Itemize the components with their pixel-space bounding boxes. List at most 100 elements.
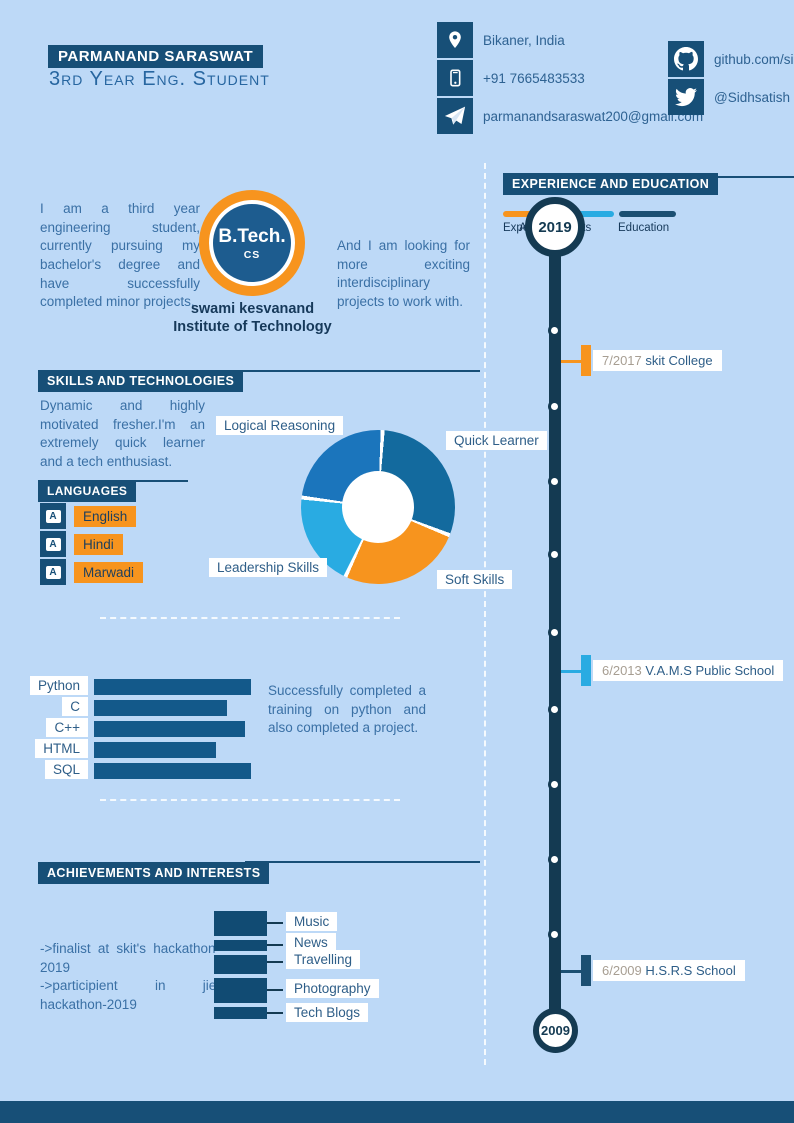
translate-icon	[40, 531, 66, 557]
timeline-marker	[581, 655, 591, 686]
interest-label-photography: Photography	[286, 979, 379, 998]
institute-name: swami kesvanand Institute of Technology	[160, 300, 345, 336]
bar-label-c: C	[62, 697, 88, 716]
separator-dashed	[100, 617, 400, 619]
timeline-connector	[561, 360, 583, 363]
btech-logo: B.Tech. CS	[209, 200, 295, 286]
timeline-dot	[548, 703, 561, 716]
interest-block-photography	[214, 978, 267, 1003]
bar-label-cpp: C++	[46, 718, 88, 737]
translate-icon	[40, 503, 66, 529]
github-text: github.com/si	[714, 51, 794, 67]
contact-location[interactable]: Bikaner, India	[437, 22, 565, 58]
skills-intro-text: Dynamic and highly motivated fresher.I'm…	[40, 398, 205, 469]
paper-plane-icon	[437, 98, 473, 134]
timeline-dot	[548, 928, 561, 941]
timeline-year-bottom: 2009	[533, 1008, 578, 1053]
bio-right-text: And I am looking for more exciting inter…	[337, 238, 470, 309]
institute-line2: Institute of Technology	[173, 319, 332, 336]
interest-connector	[267, 944, 283, 946]
timeline-dot	[548, 548, 561, 561]
translate-icon	[40, 559, 66, 585]
timeline-entry-date: 6/2009	[602, 963, 642, 978]
btech-logo-text: B.Tech.	[218, 225, 286, 247]
btech-logo-subtext: CS	[243, 248, 261, 261]
skills-donut-hole	[342, 471, 414, 543]
github-icon	[668, 41, 704, 77]
person-title: 3rd Year Eng. Student	[49, 68, 270, 90]
timeline-entry-date: 7/2017	[602, 353, 642, 368]
bar-cpp	[94, 721, 245, 737]
bar-python	[94, 679, 251, 695]
interest-block-techblogs	[214, 1007, 267, 1019]
achievement-line-1: ->finalist at skit's hackathon-2019	[40, 941, 220, 975]
interest-connector	[267, 1012, 283, 1014]
donut-label-logical-reasoning: Logical Reasoning	[216, 416, 344, 435]
twitter-text: @Sidhsatish	[714, 89, 790, 105]
donut-label-leadership-skills: Leadership Skills	[209, 558, 328, 577]
interest-block-travelling	[214, 955, 267, 974]
language-label: Hindi	[74, 533, 123, 555]
phone-icon	[437, 60, 473, 96]
bar-c	[94, 700, 228, 716]
language-label: Marwadi	[74, 561, 144, 583]
donut-label-soft-skills: Soft Skills	[437, 570, 513, 589]
bar-label-sql: SQL	[44, 760, 88, 779]
interest-connector	[267, 961, 283, 963]
interest-connector	[267, 989, 283, 991]
social-github[interactable]: github.com/si	[668, 41, 794, 77]
achievements-heading: ACHIEVEMENTS AND INTERESTS	[38, 862, 270, 884]
languages-heading: LANGUAGES	[38, 480, 137, 502]
timeline-dot	[548, 475, 561, 488]
language-row-english: English	[40, 503, 137, 529]
achievement-line-2: ->participient in jiet hackathon-2019	[40, 978, 220, 1012]
bio-left-text: I am a third year engineering student, c…	[40, 201, 200, 310]
interest-label-techblogs: Tech Blogs	[286, 1003, 369, 1022]
timeline-marker	[581, 955, 591, 986]
timeline-dot	[548, 400, 561, 413]
contact-phone[interactable]: +91 7665483533	[437, 60, 585, 96]
bar-label-python: Python	[29, 676, 88, 695]
timeline-entry-name: skit College	[645, 353, 713, 368]
achievements-heading-rule	[245, 861, 480, 863]
interest-block-music	[214, 911, 267, 936]
interest-label-travelling: Travelling	[286, 950, 361, 969]
legend-label-education: Education	[618, 222, 670, 234]
institute-line1: swami kesvanand	[190, 301, 315, 317]
person-name: PARMANAND SARASWAT	[48, 45, 264, 68]
timeline-dot	[548, 324, 561, 337]
skills-heading-rule	[224, 370, 480, 372]
social-twitter[interactable]: @Sidhsatish	[668, 79, 790, 115]
timeline-year-bottom-label: 2009	[541, 1023, 570, 1038]
separator-dashed	[100, 799, 400, 801]
email-text: parmanandsaraswat200@gmail.com	[483, 108, 704, 124]
location-pin-icon	[437, 22, 473, 58]
languages-heading-rule	[135, 480, 188, 482]
phone-text: +91 7665483533	[483, 70, 585, 86]
timeline-dot	[548, 853, 561, 866]
bar-label-html: HTML	[35, 739, 88, 758]
interest-connector	[267, 922, 283, 924]
interest-label-music: Music	[286, 912, 338, 931]
twitter-icon	[668, 79, 704, 115]
skills-heading: SKILLS AND TECHNOLOGIES	[38, 370, 244, 392]
interests-stack-chart	[214, 911, 267, 1019]
legend-bar-achievements	[559, 211, 614, 217]
footer-strip	[0, 1101, 794, 1123]
language-row-hindi: Hindi	[40, 531, 123, 557]
timeline-entry-skit-college: 7/2017 skit College	[593, 350, 722, 371]
timeline-year-top: 2019	[525, 197, 585, 257]
timeline-marker	[581, 345, 591, 376]
timeline-entry-date: 6/2013	[602, 663, 642, 678]
donut-label-quick-learner: Quick Learner	[446, 431, 547, 450]
contact-email[interactable]: parmanandsaraswat200@gmail.com	[437, 98, 703, 134]
language-row-marwadi: Marwadi	[40, 559, 144, 585]
python-note-text: Successfully completed a training on pyt…	[268, 683, 426, 736]
timeline-entry-name: V.A.M.S Public School	[645, 663, 775, 678]
timeline-year-top-label: 2019	[538, 218, 572, 236]
interest-label-news: News	[286, 933, 336, 952]
bar-html	[94, 742, 217, 758]
location-text: Bikaner, India	[483, 32, 565, 48]
interest-block-news	[214, 940, 267, 951]
